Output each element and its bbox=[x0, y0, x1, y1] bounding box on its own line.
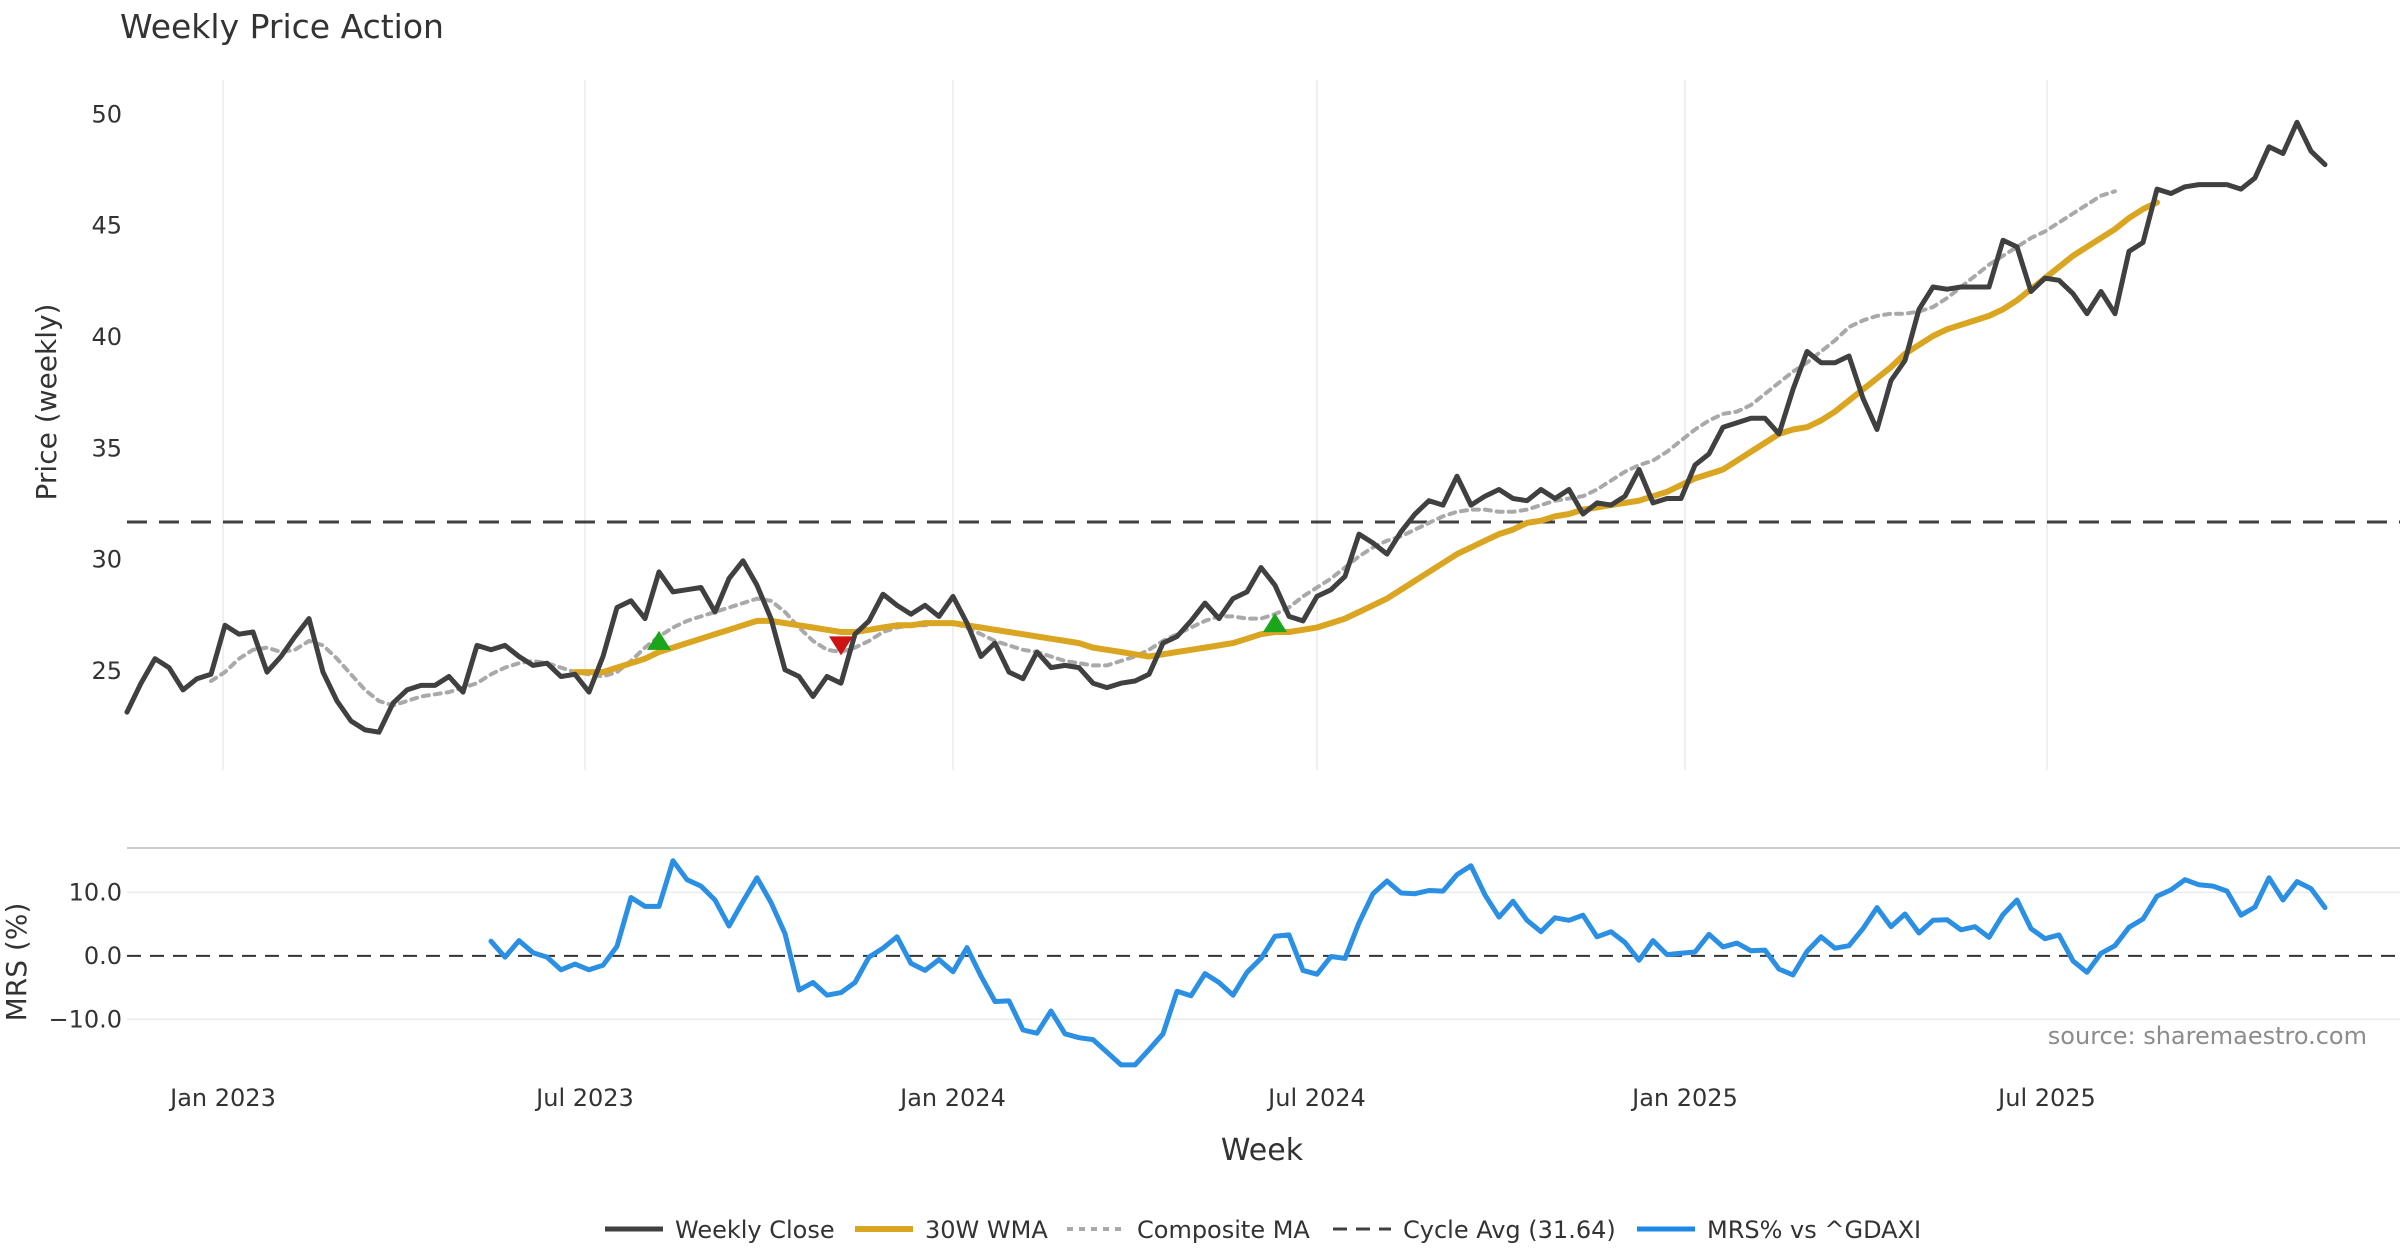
legend-label-close: Weekly Close bbox=[675, 1216, 835, 1244]
x-tick-label: Jan 2024 bbox=[898, 1084, 1006, 1112]
mrs-series bbox=[488, 858, 2328, 1068]
mrs-y-ticks: 10.0 0.0 −10.0 bbox=[48, 878, 122, 1033]
legend-label-cycle: Cycle Avg (31.64) bbox=[1403, 1216, 1616, 1244]
price-y-label: Price (weekly) bbox=[30, 304, 63, 501]
mrs-y-tick-label: 10.0 bbox=[69, 878, 122, 906]
legend-label-wma: 30W WMA bbox=[925, 1216, 1048, 1244]
wma-30w-line bbox=[572, 199, 2160, 676]
source-label: source: sharemaestro.com bbox=[2048, 1022, 2367, 1050]
sell-signal-marker bbox=[829, 636, 853, 656]
price-y-tick-label: 25 bbox=[91, 657, 122, 685]
x-ticks: Jan 2023 Jul 2023 Jan 2024 Jul 2024 Jan 2025… bbox=[168, 1084, 2096, 1112]
signal-markers bbox=[647, 613, 1287, 656]
legend-label-composite: Composite MA bbox=[1137, 1216, 1310, 1244]
x-tick-label: Jan 2023 bbox=[168, 1084, 276, 1112]
mrs-y-tick-label: −10.0 bbox=[48, 1005, 122, 1033]
price-y-ticks: 25 30 35 40 45 50 bbox=[91, 100, 122, 684]
price-grid bbox=[222, 80, 2048, 770]
price-y-tick-label: 50 bbox=[91, 100, 122, 128]
chart-title: Weekly Price Action bbox=[120, 7, 444, 46]
x-tick-label: Jul 2023 bbox=[534, 1084, 634, 1112]
price-y-tick-label: 30 bbox=[91, 546, 122, 574]
x-axis-label: Week bbox=[1221, 1133, 1304, 1168]
mrs-line bbox=[488, 858, 2328, 1068]
legend-label-mrs: MRS% vs ^GDAXI bbox=[1707, 1216, 1921, 1244]
mrs-y-label: MRS (%) bbox=[0, 903, 33, 1022]
x-tick-label: Jan 2025 bbox=[1630, 1084, 1738, 1112]
weekly-close-line bbox=[124, 119, 2328, 735]
legend: Weekly Close 30W WMA Composite MA Cycle Avg… bbox=[605, 1216, 1921, 1244]
buy-signal-marker bbox=[1263, 613, 1287, 633]
price-series bbox=[124, 119, 2400, 735]
price-y-tick-label: 45 bbox=[91, 212, 122, 240]
x-tick-label: Jul 2025 bbox=[1996, 1084, 2096, 1112]
x-tick-label: Jul 2024 bbox=[1266, 1084, 1366, 1112]
price-y-tick-label: 35 bbox=[91, 434, 122, 462]
buy-signal-marker bbox=[647, 630, 671, 650]
price-y-tick-label: 40 bbox=[91, 323, 122, 351]
mrs-y-tick-label: 0.0 bbox=[84, 942, 122, 970]
